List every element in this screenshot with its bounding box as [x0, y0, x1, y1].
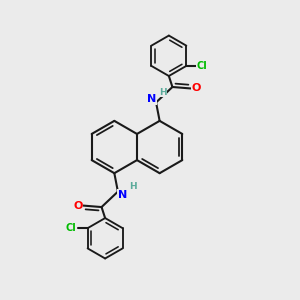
- Text: Cl: Cl: [66, 223, 76, 233]
- Text: H: H: [159, 88, 167, 97]
- Text: O: O: [73, 201, 83, 211]
- Text: O: O: [191, 83, 201, 94]
- Text: N: N: [118, 190, 127, 200]
- Text: N: N: [147, 94, 156, 104]
- Text: Cl: Cl: [197, 61, 208, 71]
- Text: H: H: [129, 182, 136, 191]
